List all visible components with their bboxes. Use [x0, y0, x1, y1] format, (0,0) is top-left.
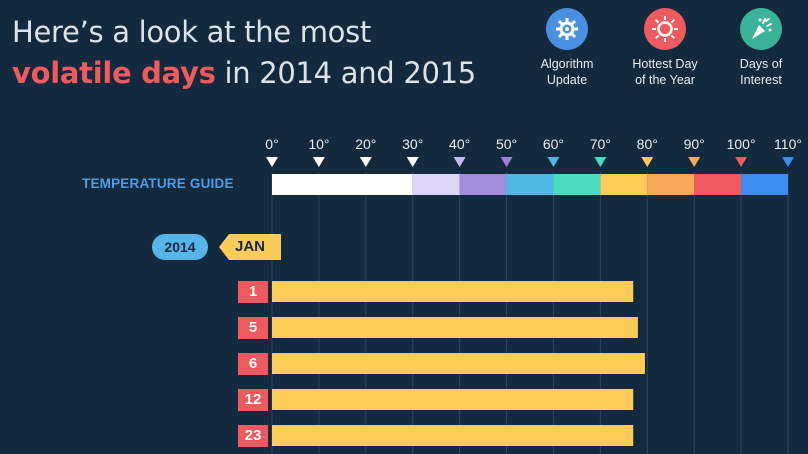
tick-label: 100° [727, 136, 756, 152]
tick-marker [782, 157, 794, 167]
day-label: 5 [238, 316, 268, 339]
tick-marker [735, 157, 748, 167]
bar [272, 389, 634, 410]
gear-bot-icon [546, 8, 588, 50]
tick-label: 110° [774, 136, 802, 152]
legend-hottest-day: Hottest Day of the Year [610, 8, 720, 88]
legend-label: Days of Interest [739, 57, 783, 87]
tick-marker [594, 157, 607, 167]
bar [272, 281, 634, 302]
page-title: Here’s a look at the most volatile days … [12, 12, 476, 94]
guide-segment [553, 174, 601, 195]
tick-marker [547, 157, 560, 167]
month-badge: JAN [219, 234, 281, 260]
guide-segment [459, 174, 507, 195]
tick-marker [359, 157, 372, 167]
title-highlight: volatile days [12, 56, 216, 90]
tick-label: 80° [637, 136, 658, 152]
legend-label: Algorithm Update [540, 57, 594, 87]
tick-label: 20° [355, 136, 376, 152]
tick-label: 50° [496, 136, 517, 152]
tick-label: 40° [449, 136, 470, 152]
tick-label: 90° [684, 136, 705, 152]
guide-segment [506, 174, 554, 195]
day-label: 6 [238, 352, 268, 375]
guide-segment [694, 174, 742, 195]
guide-segment [647, 174, 695, 195]
bar [272, 317, 638, 338]
tick-marker [312, 157, 325, 167]
guide-segment [412, 174, 460, 195]
day-label: 23 [238, 424, 268, 447]
legend-algorithm-update: Algorithm Update [512, 8, 622, 88]
tick-label: 0° [265, 136, 278, 152]
tick-label: 30° [402, 136, 423, 152]
tick-label: 10° [308, 136, 329, 152]
tick-marker [406, 157, 419, 167]
temperature-guide-label: TEMPERATURE GUIDE [82, 176, 234, 191]
tick-marker [453, 157, 466, 167]
tick-label: 70° [590, 136, 611, 152]
tick-marker [688, 157, 701, 167]
bar [272, 425, 634, 446]
legend-label: Hottest Day of the Year [632, 57, 698, 87]
title-rest: in 2014 and 2015 [215, 56, 476, 90]
year-badge: 2014 [152, 234, 208, 260]
party-popper-icon [740, 8, 782, 50]
day-label: 1 [238, 280, 268, 303]
legend-days-of-interest: Days of Interest [706, 8, 808, 88]
sun-icon [644, 8, 686, 50]
tick-label: 60° [543, 136, 564, 152]
tick-marker [266, 157, 278, 167]
title-line-2: volatile days in 2014 and 2015 [12, 53, 476, 94]
bar [272, 353, 645, 374]
guide-segment [600, 174, 648, 195]
guide-segment [272, 174, 413, 195]
tick-marker [641, 157, 654, 167]
tick-marker [500, 157, 513, 167]
day-label: 12 [238, 388, 268, 411]
title-line-1: Here’s a look at the most [12, 15, 372, 49]
guide-segment [741, 174, 788, 195]
